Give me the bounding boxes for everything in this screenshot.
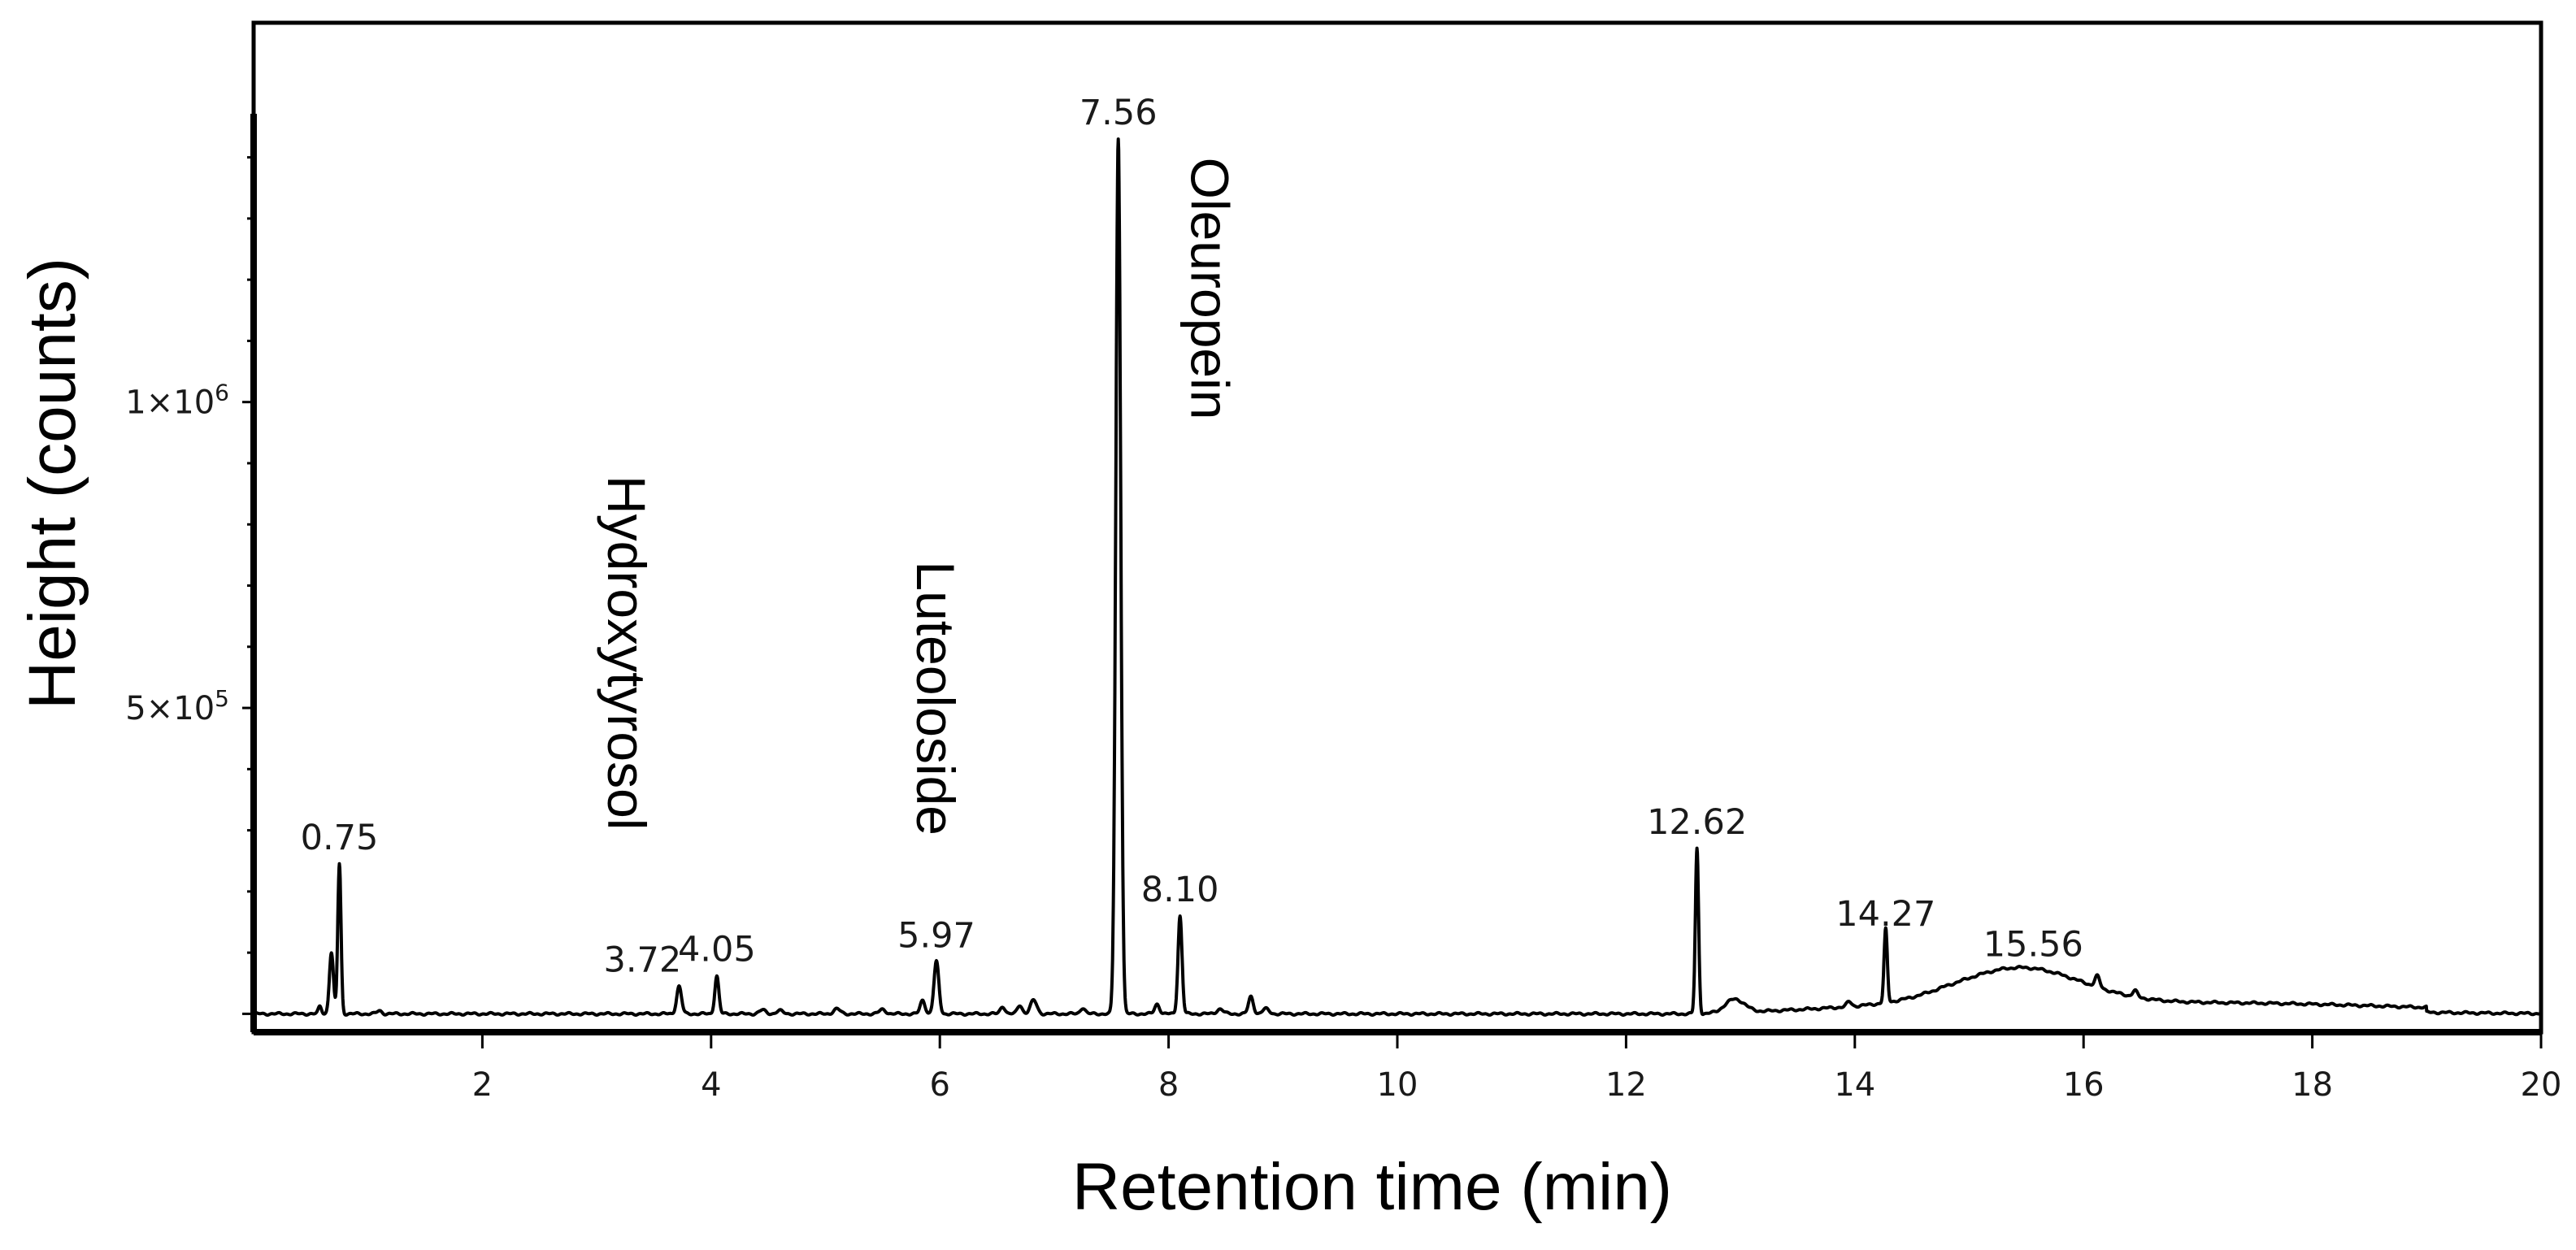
y-axis-title: Height (counts) [15, 258, 89, 710]
x-tick-label: 8 [1158, 1066, 1179, 1104]
x-tick-label: 4 [701, 1066, 721, 1104]
x-tick-label: 18 [2291, 1066, 2333, 1104]
peak-label: 5.97 [897, 915, 975, 956]
peak-label: 4.05 [678, 930, 756, 970]
x-tick-label: 10 [1377, 1066, 1418, 1104]
y-ticks: 1×106 5×105 [125, 156, 254, 1015]
x-tick-label: 14 [1834, 1066, 1875, 1104]
plot-frame [251, 20, 2543, 1035]
peak-label: 12.62 [1647, 802, 1747, 843]
x-axis-title: Retention time (min) [1072, 1150, 1672, 1224]
x-tick-label: 12 [1605, 1066, 1647, 1104]
peak-labels: 0.75 3.724.05 5.97 7.56 8.10 12.62 14.27 15.56 [301, 93, 2083, 981]
peak-label: 14.27 [1835, 894, 1935, 935]
peak-label: 15.56 [1983, 925, 2083, 966]
compound-label: Oleuropein [1180, 158, 1240, 420]
x-ticks: 2 4 6 8 10 12 14 16 18 20 [472, 1032, 2562, 1104]
y-tick-label: 1×106 [125, 380, 229, 422]
peak-label: 7.56 [1079, 93, 1158, 133]
compound-label: Hydroxytyrosol [597, 475, 657, 830]
compound-label: Luteoloside [906, 561, 966, 836]
peak-label: 3.72 [604, 940, 682, 981]
x-tick-label: 2 [472, 1066, 493, 1104]
x-tick-label: 16 [2063, 1066, 2105, 1104]
peak-label: 8.10 [1141, 870, 1219, 910]
y-tick-label: 5×105 [125, 685, 229, 727]
x-tick-label: 6 [929, 1066, 949, 1104]
peak-label: 0.75 [301, 818, 379, 858]
compound-labels: Hydroxytyrosol Luteoloside Oleuropein [597, 158, 1240, 836]
chromatogram-trace [252, 137, 2543, 1017]
x-tick-label: 20 [2521, 1066, 2562, 1104]
